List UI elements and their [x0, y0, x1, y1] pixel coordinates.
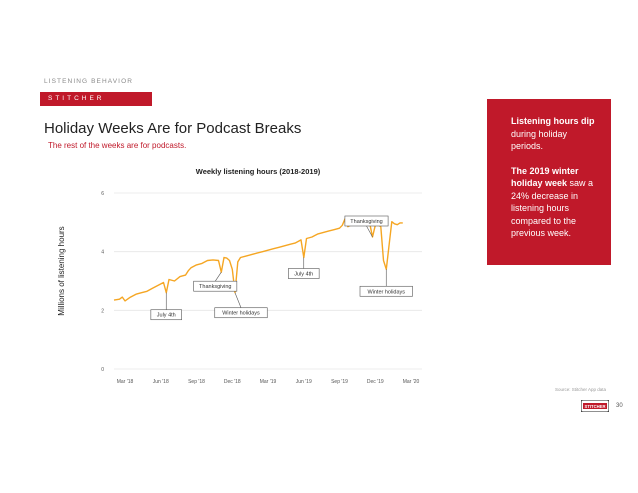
x-tick-label: Mar '19	[260, 379, 277, 385]
y-tick-label: 4	[101, 250, 104, 256]
annotation-box	[288, 268, 320, 279]
page-title: Holiday Weeks Are for Podcast Breaks	[44, 120, 302, 137]
x-tick-label: Mar '18	[117, 379, 134, 385]
y-tick-label: 2	[101, 308, 104, 314]
y-axis-label: Millions of listening hours	[57, 226, 66, 315]
callout-p2-rest: saw a 24% decrease in listening hours co…	[511, 178, 594, 238]
report-banner: STITCHER REPORT 2020	[40, 92, 152, 116]
annotation-label: July 4th	[157, 313, 176, 319]
callout-box: Listening hours dip during holiday perio…	[487, 99, 611, 265]
annotation-box	[214, 307, 268, 319]
x-tick-label: Dec '18	[224, 379, 241, 385]
x-tick-label: Sep '18	[188, 379, 205, 385]
annotation-box	[193, 280, 238, 292]
x-tick-label: Sep '19	[331, 379, 348, 385]
annotation-label: Thanksgiving	[199, 284, 231, 290]
section-label: LISTENING BEHAVIOR	[44, 78, 134, 85]
chart-title: Weekly listening hours (2018-2019)	[196, 167, 321, 176]
callout-p2-bold: The 2019 winter holiday week	[511, 165, 579, 189]
annotation-leader	[234, 292, 242, 308]
x-tick-label: Jun '19	[296, 379, 312, 385]
series-line	[113, 218, 403, 302]
stitcher-logo: STITCHER	[581, 400, 609, 412]
callout-p1-bold: Listening hours dip	[511, 116, 595, 126]
annotation-leader	[366, 225, 373, 238]
callout-paragraph-2: The 2019 winter holiday week saw a 24% d…	[511, 165, 601, 240]
y-tick-label: 0	[101, 367, 104, 373]
annotation-label: Winter holidays	[222, 311, 260, 317]
x-tick-label: Dec '19	[367, 379, 384, 385]
x-tick-label: Mar '20	[403, 379, 420, 385]
annotation-box	[359, 285, 413, 297]
y-tick-label: 6	[101, 191, 104, 197]
annotation-leader	[215, 272, 222, 282]
x-tick-label: Jun '18	[153, 379, 169, 385]
annotation-box	[344, 215, 389, 227]
source-note: Source: Stitcher App data	[555, 387, 607, 392]
annotation-label: Thanksgiving	[350, 219, 382, 225]
page-subtitle: The rest of the weeks are for podcasts.	[48, 141, 187, 150]
annotation-label: Winter holidays	[367, 289, 405, 295]
callout-p1-rest: during holiday periods.	[511, 128, 568, 152]
listening-hours-chart: Weekly listening hours (2018-2019) Millio…	[57, 167, 422, 385]
logo-text: STITCHER	[585, 404, 606, 409]
annotation-box	[150, 309, 182, 321]
callout-paragraph-1: Listening hours dip during holiday perio…	[511, 115, 601, 153]
page-number: 30	[616, 403, 623, 409]
annotation-label: July 4th	[294, 272, 313, 278]
